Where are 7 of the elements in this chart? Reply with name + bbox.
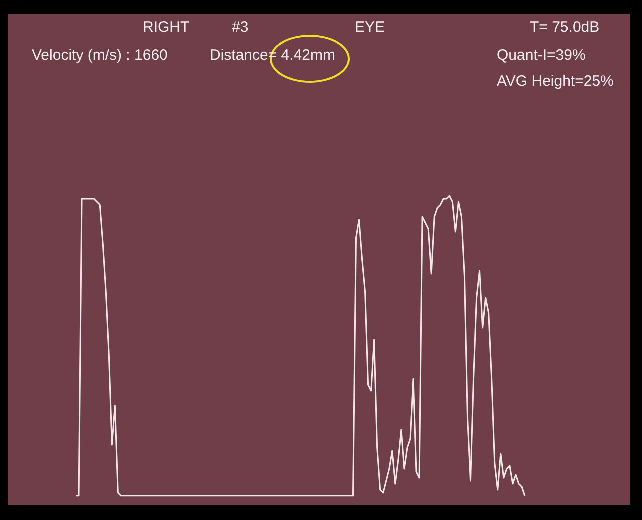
text: Quant-I=39% (497, 47, 586, 64)
text: T= 75.0dB (530, 19, 600, 36)
text: RIGHT (143, 19, 190, 36)
text: Velocity (m/s) : 1660 (32, 47, 168, 64)
text: EYE (355, 19, 386, 36)
text: #3 (232, 19, 249, 36)
text: AVG Height=25% (497, 73, 614, 90)
